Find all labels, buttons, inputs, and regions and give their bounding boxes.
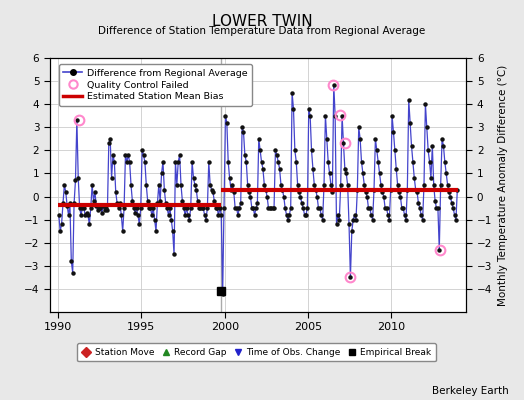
Text: Berkeley Earth: Berkeley Earth (432, 386, 508, 396)
Legend: Station Move, Record Gap, Time of Obs. Change, Empirical Break: Station Move, Record Gap, Time of Obs. C… (78, 344, 436, 362)
Legend: Difference from Regional Average, Quality Control Failed, Estimated Station Mean: Difference from Regional Average, Qualit… (59, 64, 253, 106)
Text: LOWER TWIN: LOWER TWIN (212, 14, 312, 29)
Text: Difference of Station Temperature Data from Regional Average: Difference of Station Temperature Data f… (99, 26, 425, 36)
Y-axis label: Monthly Temperature Anomaly Difference (°C): Monthly Temperature Anomaly Difference (… (498, 64, 508, 306)
